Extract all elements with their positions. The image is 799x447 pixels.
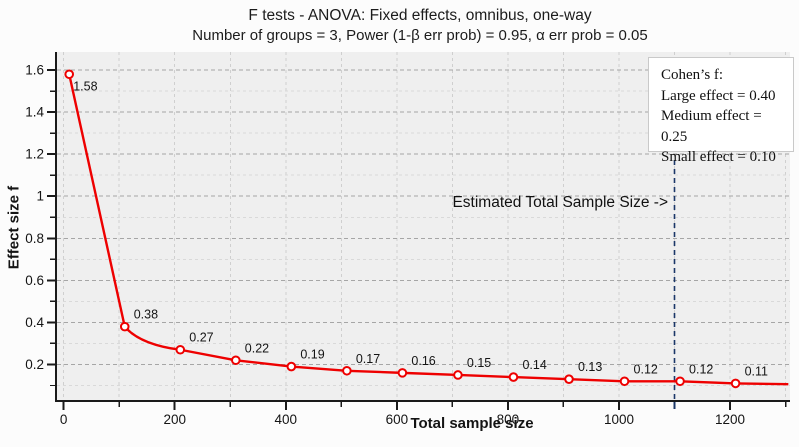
svg-text:0.16: 0.16: [411, 354, 435, 368]
svg-text:800: 800: [497, 412, 520, 427]
axes: [55, 52, 790, 402]
svg-text:0.38: 0.38: [134, 308, 158, 322]
legend-box: Cohen’s f: Large effect = 0.40 Medium ef…: [648, 57, 794, 165]
data-point-markers: [64, 69, 741, 389]
svg-text:400: 400: [275, 412, 298, 427]
svg-text:1.2: 1.2: [25, 147, 44, 162]
legend-item-small: Small effect = 0.10: [661, 149, 776, 165]
svg-text:0.8: 0.8: [25, 231, 44, 246]
estimated-sample-size-annotation: Estimated Total Sample Size ->: [452, 194, 668, 211]
svg-text:1200: 1200: [715, 412, 745, 427]
svg-text:200: 200: [163, 412, 186, 427]
svg-text:0.14: 0.14: [522, 358, 546, 372]
svg-text:0.17: 0.17: [356, 352, 380, 366]
svg-text:0.27: 0.27: [189, 331, 213, 345]
svg-text:0.22: 0.22: [245, 341, 269, 355]
y-axis-title: Effect size f: [5, 185, 23, 270]
svg-text:1.4: 1.4: [25, 105, 44, 120]
svg-text:0.19: 0.19: [300, 348, 324, 362]
svg-text:0.11: 0.11: [745, 364, 768, 378]
legend-title: Cohen’s f:: [661, 67, 724, 83]
legend-item-large: Large effect = 0.40: [661, 87, 776, 104]
axis-ticks: [47, 69, 787, 410]
svg-text:0.13: 0.13: [578, 360, 602, 374]
svg-text:0.4: 0.4: [25, 315, 44, 330]
tick-labels: 0.2 0.4 0.6 0.8 1 1.2 1.4 1.6 0 200 400 600 800 1000 1…: [25, 63, 745, 427]
chart-subtitle: Number of groups = 3, Power (1-β err pro…: [192, 27, 648, 44]
chart-title: F tests - ANOVA: Fixed effects, omnibus,…: [248, 7, 592, 24]
svg-text:0.12: 0.12: [689, 362, 713, 376]
svg-text:0.12: 0.12: [634, 362, 658, 376]
svg-text:0.2: 0.2: [25, 357, 44, 372]
svg-text:1.6: 1.6: [25, 63, 44, 78]
svg-text:600: 600: [386, 412, 409, 427]
data-point-labels: 1.58 0.38 0.27 0.22 0.19 0.17 0.16 0.15 0.14 0.13…: [73, 79, 768, 378]
chart-header: F tests - ANOVA: Fixed effects, omnibus,…: [40, 5, 799, 46]
svg-text:1000: 1000: [604, 412, 634, 427]
svg-text:0.15: 0.15: [467, 356, 491, 370]
svg-text:0.6: 0.6: [25, 273, 44, 288]
svg-text:1.58: 1.58: [73, 79, 97, 93]
svg-text:0: 0: [60, 412, 68, 427]
legend-item-medium: Medium effect = 0.25: [661, 108, 762, 145]
x-axis-title: Total sample size: [410, 415, 534, 432]
svg-text:1: 1: [36, 189, 44, 204]
